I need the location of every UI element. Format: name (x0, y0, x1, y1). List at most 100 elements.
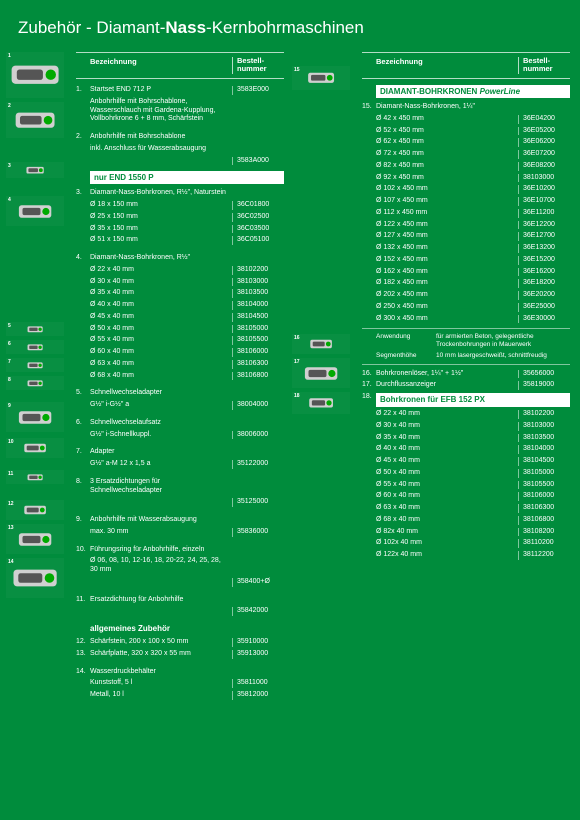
row-bezeichnung: Diamant-Nass-Bohrkronen, R½" (90, 254, 232, 263)
row-index: 3. (76, 189, 90, 198)
table-subrow: Ø 63 x 40 mm38106300 (362, 503, 570, 515)
table-subrow: Ø 50 x 40 mm38105000 (76, 323, 284, 335)
row-bestellnummer: 35811000 (232, 679, 284, 688)
table-subrow: Ø 60 x 40 mm38106000 (362, 491, 570, 503)
row-bestellnummer: 35910000 (232, 638, 284, 647)
row-index: 1. (76, 86, 90, 95)
row-bezeichnung: Ø 51 x 150 mm (90, 236, 232, 245)
row-bezeichnung: max. 30 mm (90, 528, 232, 537)
row-bestellnummer: 36E13200 (518, 244, 570, 253)
row-bestellnummer: 36C05100 (232, 236, 284, 245)
table-subrow: Ø 107 x 450 mm36E10700 (362, 196, 570, 208)
row-bestellnummer: 38104500 (518, 457, 570, 466)
row-bezeichnung: Ø 102x 40 mm (376, 539, 518, 548)
row-bestellnummer: 36E10700 (518, 197, 570, 206)
row-bestellnummer: 38112200 (518, 551, 570, 560)
table-subrow: Ø 30 x 40 mm38103000 (76, 276, 284, 288)
row-bestellnummer: 38103000 (518, 174, 570, 183)
row-bestellnummer: 38106300 (232, 360, 284, 369)
row-bestellnummer: 38103500 (232, 289, 284, 298)
row-bestellnummer: 36E25000 (518, 303, 570, 312)
header-bestellnummer: Bestell-nummer (518, 57, 570, 74)
row-bezeichnung: Schärfplatte, 320 x 320 x 55 mm (90, 650, 232, 659)
table-row: 4.Diamant-Nass-Bohrkronen, R½" (76, 253, 284, 265)
table-subrow: 3583A000 (76, 155, 284, 167)
table-subrow: Ø 42 x 450 mm36E04200 (362, 113, 570, 125)
table-subrow: Ø 52 x 450 mm36E05200 (362, 125, 570, 137)
table-subrow: Kunststoff, 5 l35811000 (76, 678, 284, 690)
table-row: 8.3 Ersatzdichtungen für Schnellwechsela… (76, 476, 284, 497)
row-index: 9. (76, 516, 90, 525)
product-thumbnail (292, 358, 350, 388)
row-bezeichnung: Adapter (90, 448, 232, 457)
row-bezeichnung: Ø 300 x 450 mm (376, 315, 518, 324)
row-bezeichnung: Ø 68 x 40 mm (376, 516, 518, 525)
row-bestellnummer: 35656000 (518, 370, 570, 379)
table-subrow: Ø 250 x 450 mm36E25000 (362, 301, 570, 313)
table-subrow: Ø 18 x 150 mm36C01800 (76, 200, 284, 212)
table-subrow: Ø 102x 40 mm38110200 (362, 538, 570, 550)
row-bestellnummer: 36E11200 (518, 209, 570, 218)
data-column-right: BezeichnungBestell-nummer DIAMANT-BOHRKRO… (362, 52, 570, 701)
row-bezeichnung: Ø 60 x 40 mm (90, 348, 232, 357)
row-index: 7. (76, 448, 90, 457)
row-bestellnummer: 36E12700 (518, 232, 570, 241)
table-subrow: Metall, 10 l35812000 (76, 690, 284, 702)
row-bestellnummer: 38110200 (518, 539, 570, 548)
row-bezeichnung: Ø 182 x 450 mm (376, 279, 518, 288)
row-bestellnummer: 36E20200 (518, 291, 570, 300)
table-subrow: Ø 68 x 40 mm38106800 (76, 370, 284, 382)
row-index: 11. (76, 596, 90, 605)
table-subrow: Ø 45 x 40 mm38104500 (76, 311, 284, 323)
row-bestellnummer: 38103000 (232, 278, 284, 287)
table-subrow: Ø 55 x 40 mm38105500 (76, 335, 284, 347)
row-bestellnummer: 38004000 (232, 401, 284, 410)
product-thumbnail (6, 322, 64, 336)
row-bezeichnung: Ø 102 x 450 mm (376, 185, 518, 194)
product-thumbnail (6, 438, 64, 458)
row-bezeichnung: Ø 06, 08, 10, 12-16, 18, 20-22, 24, 25, … (90, 557, 232, 575)
table-subrow: Ø 06, 08, 10, 12-16, 18, 20-22, 24, 25, … (76, 556, 284, 577)
row-bezeichnung: Diamant-Nass-Bohrkronen, R½", Naturstein (90, 189, 232, 198)
table-subrow: 35842000 (76, 606, 284, 618)
table-row: 15.Diamant-Nass-Bohrkronen, 1¼" (362, 102, 570, 114)
row-bestellnummer: 35836000 (232, 528, 284, 537)
row-bestellnummer: 35122000 (232, 460, 284, 469)
header-bezeichnung: Bezeichnung (76, 57, 232, 74)
table-subrow: Ø 30 x 40 mm38103000 (362, 420, 570, 432)
row-bezeichnung: Ø 122 x 450 mm (376, 221, 518, 230)
thumbnail-column-right (292, 52, 354, 701)
section-bar-row: 18.Bohrkronen für EFB 152 PX (362, 392, 570, 409)
column-header: BezeichnungBestell-nummer (362, 52, 570, 79)
row-bezeichnung: Ø 30 x 40 mm (376, 422, 518, 431)
row-bezeichnung: Ø 45 x 40 mm (90, 313, 232, 322)
table-subrow: Ø 68 x 40 mm38106800 (362, 514, 570, 526)
product-thumbnail (6, 196, 64, 226)
table-subrow: Ø 72 x 450 mm36E07200 (362, 149, 570, 161)
row-bezeichnung: Wasserdruckbehälter (90, 668, 232, 677)
table-subrow: Ø 55 x 40 mm38105500 (362, 479, 570, 491)
row-bezeichnung: Ersatzdichtung für Anbohrhilfe (90, 596, 232, 605)
table-row: 12.Schärfstein, 200 x 100 x 50 mm3591000… (76, 637, 284, 649)
header-bezeichnung: Bezeichnung (362, 57, 518, 74)
row-bestellnummer: 36E12200 (518, 221, 570, 230)
row-bezeichnung: 3 Ersatzdichtungen für Schnellwechselada… (90, 478, 232, 496)
table-subrow: Ø 22 x 40 mm38102200 (362, 409, 570, 421)
row-bestellnummer: 38105000 (232, 325, 284, 334)
row-bestellnummer: 36E30000 (518, 315, 570, 324)
section-bar: DIAMANT-BOHRKRONEN PowerLine (376, 85, 570, 98)
row-bezeichnung: Ø 62 x 450 mm (376, 138, 518, 147)
row-index: 12. (76, 638, 90, 647)
row-bezeichnung: Durchflussanzeiger (376, 381, 518, 390)
title-bold: Nass (165, 18, 206, 37)
row-bezeichnung: Ø 127 x 450 mm (376, 232, 518, 241)
row-index: 4. (76, 254, 90, 263)
row-index: 10. (76, 546, 90, 555)
table-subrow: 358400+Ø (76, 576, 284, 588)
row-bezeichnung: Ø 152 x 450 mm (376, 256, 518, 265)
row-bezeichnung: Ø 68 x 40 mm (90, 372, 232, 381)
columns: BezeichnungBestell-nummer1.Startset END … (0, 52, 580, 701)
product-thumbnail (292, 392, 350, 414)
note-key: Segmenthöhe (376, 352, 436, 360)
row-bezeichnung: Ø 82x 40 mm (376, 528, 518, 537)
